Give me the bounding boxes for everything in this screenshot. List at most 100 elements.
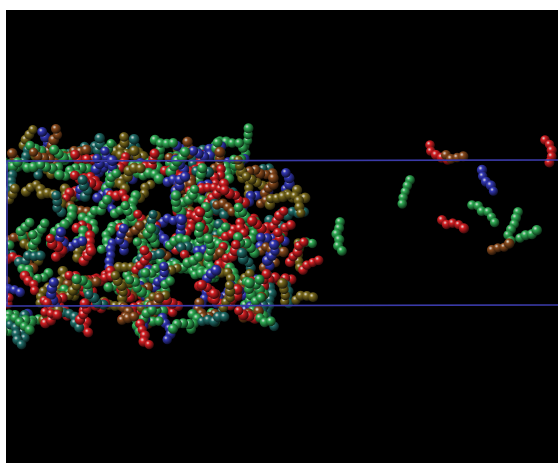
olive-atom xyxy=(119,132,129,142)
box-bottom-edge xyxy=(5,304,558,307)
green-atom xyxy=(49,144,60,155)
teal-atom xyxy=(77,174,88,185)
olive-atom xyxy=(135,163,146,174)
teal-atom xyxy=(236,247,248,259)
blue-atom xyxy=(255,232,266,243)
blue-atom xyxy=(268,239,280,250)
blue-atom xyxy=(179,171,191,182)
red-atom xyxy=(285,220,296,230)
green-atom xyxy=(132,237,142,247)
green-atom xyxy=(39,218,50,229)
red-atom xyxy=(69,170,80,181)
teal-atom xyxy=(219,209,230,220)
left-white-margin xyxy=(0,0,6,463)
green-atom xyxy=(153,173,165,185)
olive-atom xyxy=(129,145,140,157)
teal-atom xyxy=(16,339,27,350)
green-atom xyxy=(102,194,113,205)
red-atom xyxy=(299,237,309,247)
teal-atom xyxy=(154,248,165,260)
green-atom xyxy=(194,221,205,232)
blue-atom xyxy=(281,168,291,178)
green-atom xyxy=(103,282,114,293)
red-atom xyxy=(133,209,143,219)
red-atom xyxy=(247,215,258,227)
red-atom xyxy=(458,223,469,234)
brown-atom xyxy=(129,311,140,322)
brown-atom xyxy=(51,123,61,134)
blue-atom xyxy=(100,146,110,156)
green-atom xyxy=(96,244,107,254)
top-white-margin xyxy=(0,0,558,10)
green-atom xyxy=(337,246,347,256)
green-atom xyxy=(179,146,191,158)
green-atom xyxy=(197,163,208,174)
teal-atom xyxy=(219,311,230,322)
green-atom xyxy=(165,276,175,286)
green-atom xyxy=(255,293,266,303)
olive-atom xyxy=(110,270,121,281)
red-atom xyxy=(544,157,555,168)
green-atom xyxy=(168,138,179,148)
red-atom xyxy=(279,206,289,216)
brown-atom xyxy=(28,147,39,157)
red-atom xyxy=(196,279,207,291)
blue-atom xyxy=(188,146,199,156)
green-atom xyxy=(54,169,65,181)
green-atom xyxy=(307,238,317,249)
green-atom xyxy=(212,137,223,148)
red-atom xyxy=(144,340,154,350)
olive-atom xyxy=(9,183,20,194)
red-atom xyxy=(234,306,244,316)
teal-atom xyxy=(51,190,62,201)
green-atom xyxy=(170,190,182,201)
green-atom xyxy=(243,123,254,134)
olive-atom xyxy=(225,273,236,283)
green-atom xyxy=(24,324,35,335)
blue-atom xyxy=(92,153,102,164)
brown-atom xyxy=(458,151,469,162)
teal-atom xyxy=(33,170,43,180)
red-atom xyxy=(139,245,150,256)
blue-atom xyxy=(176,214,188,226)
brown-atom xyxy=(214,146,226,158)
green-atom xyxy=(12,157,23,168)
teal-atom xyxy=(148,209,158,219)
green-atom xyxy=(489,217,500,228)
red-atom xyxy=(261,269,272,280)
green-atom xyxy=(244,277,255,289)
red-atom xyxy=(208,288,220,300)
green-atom xyxy=(154,316,164,326)
olive-atom xyxy=(28,125,38,135)
red-atom xyxy=(149,148,160,159)
green-atom xyxy=(120,200,130,211)
green-atom xyxy=(227,138,237,148)
olive-atom xyxy=(244,268,255,279)
olive-atom xyxy=(308,292,318,303)
brown-atom xyxy=(268,172,279,184)
simulation-box-outline xyxy=(5,159,558,307)
brown-atom xyxy=(504,238,515,249)
red-atom xyxy=(85,245,97,257)
green-atom xyxy=(124,275,135,285)
teal-atom xyxy=(74,322,85,333)
blue-atom xyxy=(488,186,498,196)
brown-atom xyxy=(91,276,102,287)
green-atom xyxy=(193,252,204,262)
brown-atom xyxy=(134,220,145,231)
vapor-phase-molecules xyxy=(10,134,557,335)
red-atom xyxy=(313,255,324,266)
green-atom xyxy=(233,202,244,213)
red-atom xyxy=(231,239,241,250)
green-atom xyxy=(397,199,408,209)
green-atom xyxy=(232,232,244,243)
green-atom xyxy=(167,323,179,334)
green-atom xyxy=(531,225,542,236)
red-atom xyxy=(219,185,230,196)
red-atom xyxy=(273,227,283,238)
green-atom xyxy=(234,138,244,148)
brown-atom xyxy=(153,292,165,304)
blue-atom xyxy=(48,277,59,288)
